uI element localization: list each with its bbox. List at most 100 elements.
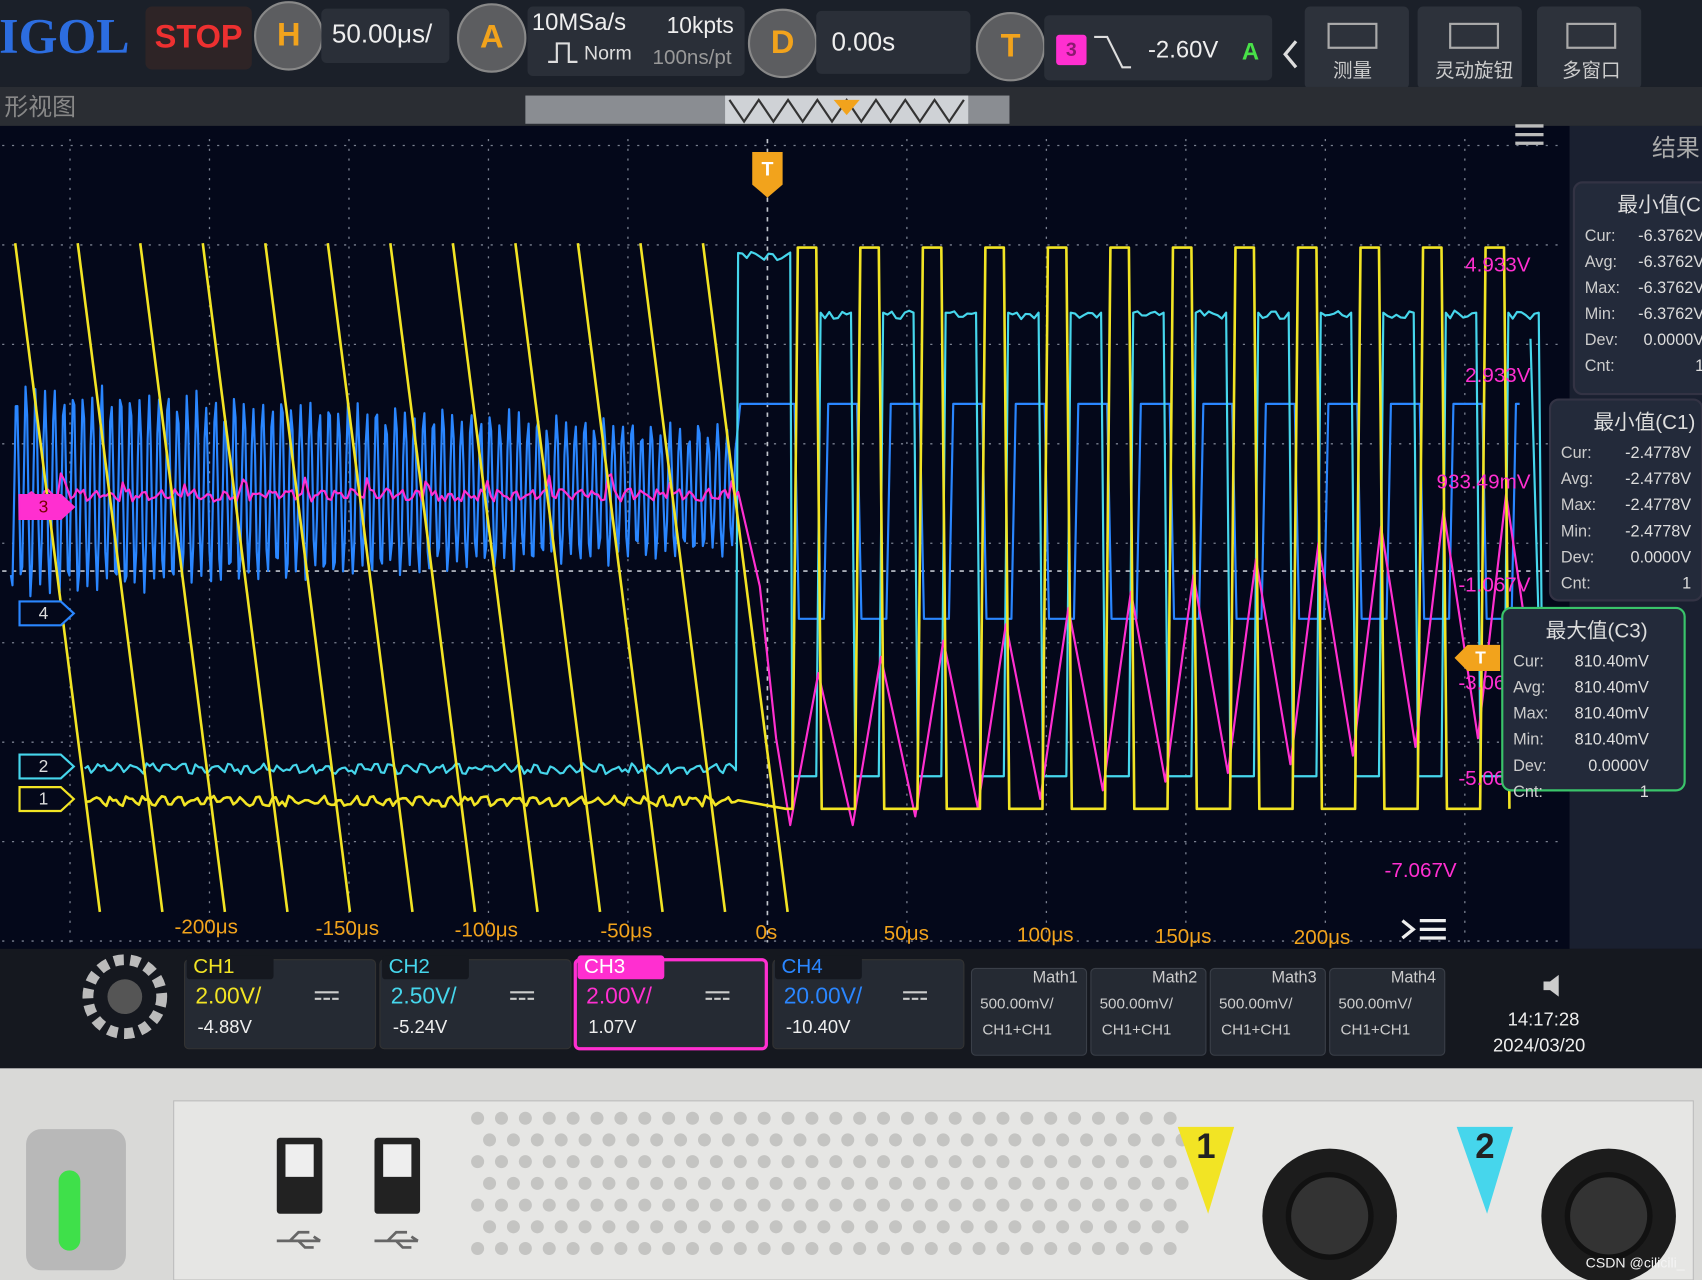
measure-label: Min: (1561, 522, 1592, 540)
vent-hole (888, 1220, 903, 1234)
voltage-label: 933.49mV (1437, 471, 1531, 494)
vent-hole (1056, 1133, 1070, 1147)
trigger-source: 3 (1066, 39, 1077, 61)
vent-hole (709, 1111, 723, 1125)
channel-offset: -5.24V (393, 1016, 448, 1037)
vent-hole (912, 1133, 926, 1147)
coupling-icon (314, 991, 339, 1000)
math-expr: CH1+CH1 (982, 1021, 1052, 1038)
vent-hole (745, 1220, 759, 1234)
coupling-icon (510, 991, 535, 1000)
vent-hole (733, 1155, 747, 1169)
measure-value: 0.0000V (1631, 548, 1692, 566)
vent-hole (638, 1198, 652, 1212)
channel-marker (18, 753, 76, 780)
acquire-mode: Norm (584, 42, 632, 64)
vent-hole (829, 1155, 843, 1169)
measure-label: Cur: (1513, 653, 1544, 671)
measure-label: Max: (1585, 279, 1620, 297)
ch1-edge (514, 243, 602, 913)
input-label: 2 (1475, 1128, 1494, 1166)
vent-hole (912, 1176, 926, 1190)
channel-tab (186, 955, 274, 980)
measure-box (1572, 181, 1702, 396)
math-scale: 500.00mV/ (1338, 995, 1412, 1012)
vent-hole (697, 1133, 711, 1147)
vent-hole (1044, 1198, 1058, 1212)
time-label: 200μs (1294, 926, 1351, 949)
usb-icon (374, 1230, 419, 1249)
sample-rate: 10MSa/s (532, 9, 626, 36)
vent-hole (924, 1155, 938, 1169)
vent-hole (1008, 1133, 1022, 1147)
trigger-status: A (1242, 39, 1259, 66)
bnc-connector-ring (1285, 1171, 1374, 1260)
channel-tab (382, 955, 469, 980)
vent-hole (697, 1220, 711, 1234)
vent-hole (1139, 1155, 1153, 1169)
vent-hole (1080, 1220, 1094, 1234)
channel-scale: 2.00V/ (195, 983, 262, 1009)
vent-hole (1008, 1176, 1022, 1190)
vent-hole (530, 1176, 544, 1190)
measure-label: Max: (1561, 496, 1596, 514)
time-label: -100μs (455, 918, 518, 941)
channel-marker (18, 786, 76, 813)
vent-hole (936, 1220, 950, 1234)
math-box (970, 967, 1088, 1056)
vent-hole (948, 1242, 962, 1256)
vent-hole (877, 1155, 891, 1169)
trigger-level: -2.60V (1148, 36, 1218, 63)
measure-label: Dev: (1585, 331, 1618, 349)
vent-hole (733, 1242, 747, 1256)
measure-label: Max: (1513, 705, 1548, 723)
channel-box (573, 958, 768, 1051)
measure-label: Avg: (1513, 679, 1545, 697)
vent-hole (554, 1220, 568, 1234)
vent-hole (518, 1155, 532, 1169)
vent-hole (578, 1176, 592, 1190)
ch1-edge (389, 243, 477, 913)
math-expr: CH1+CH1 (1102, 1021, 1172, 1038)
vent-hole (483, 1220, 497, 1234)
time-label: -150μs (316, 917, 379, 940)
trigger-level-marker (1454, 644, 1501, 671)
vent-hole (1091, 1155, 1105, 1169)
vent-hole (853, 1111, 867, 1125)
measure-label: Cnt: (1585, 357, 1615, 375)
measure-box (1548, 398, 1702, 602)
vent-hole (960, 1220, 974, 1234)
vent-hole (996, 1111, 1010, 1125)
vent-hole (1163, 1111, 1177, 1125)
vent-hole (471, 1155, 485, 1169)
vent-hole (996, 1198, 1010, 1212)
measure-value: -2.4778V (1625, 522, 1691, 540)
measure-label: Cnt: (1513, 783, 1543, 801)
vent-hole (1020, 1198, 1034, 1212)
vent-hole (1068, 1198, 1082, 1212)
measure-value: 1 (1695, 357, 1702, 375)
vent-hole (1068, 1155, 1082, 1169)
vent-hole (936, 1176, 950, 1190)
math-name: Math3 (1271, 968, 1316, 986)
math-scale: 500.00mV/ (1219, 995, 1293, 1012)
vent-hole (805, 1111, 819, 1125)
vent-hole (853, 1242, 867, 1256)
vent-hole (626, 1176, 640, 1190)
channel-box (183, 959, 377, 1050)
vent-hole (865, 1133, 879, 1147)
input-label: 1 (1196, 1128, 1215, 1166)
vent-hole (1115, 1155, 1129, 1169)
vent-hole (948, 1198, 962, 1212)
power-light (58, 1170, 81, 1251)
vent-hole (1103, 1220, 1117, 1234)
channel-offset: 1.07V (588, 1016, 637, 1037)
vent-hole (781, 1242, 795, 1256)
ch1-edge (138, 243, 227, 913)
vent-hole (1044, 1242, 1058, 1256)
vent-hole (757, 1242, 771, 1256)
vent-hole (936, 1133, 950, 1147)
vent-hole (1091, 1111, 1105, 1125)
vent-hole (841, 1220, 855, 1234)
time-label: 0s (755, 921, 777, 944)
